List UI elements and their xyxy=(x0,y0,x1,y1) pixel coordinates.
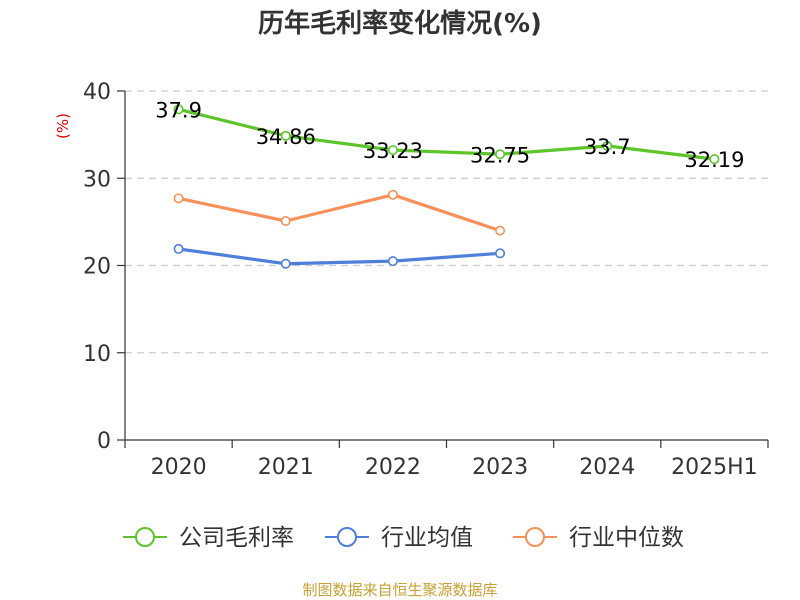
series-line xyxy=(178,193,501,233)
legend-marker xyxy=(525,527,545,547)
x-tick-label: 2024 xyxy=(579,455,635,480)
y-tick-label: 30 xyxy=(83,167,111,192)
data-point xyxy=(173,193,184,204)
data-label: 32.75 xyxy=(470,143,530,167)
y-tick-label: 0 xyxy=(97,429,111,454)
y-tick-label: 40 xyxy=(83,80,111,105)
series-lines xyxy=(173,104,720,269)
legend-label: 公司毛利率 xyxy=(179,525,294,551)
chart-title: 历年毛利率变化情况(%) xyxy=(258,8,542,39)
data-point xyxy=(280,130,291,141)
source-note: 制图数据来自恒生聚源数据库 xyxy=(302,581,497,599)
y-tick-label: 10 xyxy=(83,342,111,367)
data-point xyxy=(173,104,184,115)
data-point xyxy=(602,140,613,151)
legend: 公司毛利率 行业均值 行业中位数 xyxy=(123,525,684,551)
x-tick-label: 2020 xyxy=(151,455,207,480)
data-label: 33.7 xyxy=(584,135,631,159)
data-label: 32.19 xyxy=(684,148,744,172)
legend-label: 行业中位数 xyxy=(569,525,684,551)
data-point xyxy=(387,189,398,200)
data-point xyxy=(709,154,720,165)
data-point xyxy=(495,149,506,160)
legend-marker xyxy=(135,527,155,547)
x-tick-label: 2022 xyxy=(365,455,421,480)
x-tick-label: 2023 xyxy=(472,455,528,480)
data-point xyxy=(280,216,291,227)
data-label: 33.23 xyxy=(363,139,423,163)
x-tick-label: 2021 xyxy=(258,455,314,480)
series-line xyxy=(178,247,501,266)
data-point xyxy=(387,145,398,156)
y-tick-label: 20 xyxy=(83,255,111,280)
grid-lines xyxy=(125,90,768,354)
data-point xyxy=(387,256,398,267)
axes: 0 10 20 30 40 2020 2021 2022 2023 2024 2025H1 xyxy=(83,80,769,480)
data-point xyxy=(495,225,506,236)
legend-label: 行业均值 xyxy=(381,525,473,551)
data-point xyxy=(173,243,184,254)
y-axis-unit-label: (%) xyxy=(54,113,72,139)
x-tick-label: 2025H1 xyxy=(671,455,758,480)
data-point xyxy=(495,248,506,259)
data-label: 37.9 xyxy=(155,98,202,122)
data-label: 34.86 xyxy=(256,125,316,149)
data-point xyxy=(280,258,291,269)
data-labels: 37.9 34.86 33.23 32.75 33.7 32.19 xyxy=(155,98,744,172)
legend-marker xyxy=(337,527,357,547)
series-line xyxy=(178,107,715,161)
